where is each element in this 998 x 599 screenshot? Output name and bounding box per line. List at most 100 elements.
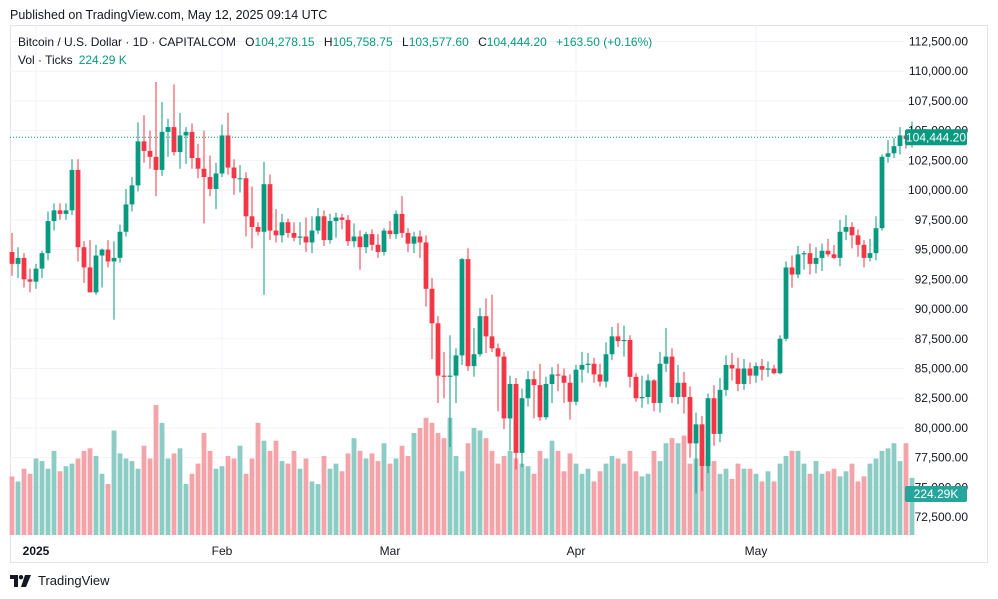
volume-bar: [93, 455, 99, 535]
candle-body: [321, 216, 327, 241]
volume-bar: [249, 458, 255, 535]
candle-body: [189, 131, 195, 159]
volume-key[interactable]: Vol · Ticks: [18, 53, 73, 67]
volume-bar: [549, 440, 555, 535]
candle-body: [303, 236, 309, 243]
volume-bar: [327, 468, 333, 535]
candle-body: [213, 173, 219, 189]
time-tick-label: Apr: [567, 544, 586, 558]
volume-bar: [831, 468, 837, 535]
tradingview-logo-icon: [10, 574, 31, 587]
volume-bar: [759, 481, 765, 535]
volume-bar: [303, 458, 309, 535]
candle-body: [333, 217, 339, 222]
volume-bar: [369, 453, 375, 535]
candle-body: [435, 323, 441, 376]
volume-bar: [189, 473, 195, 535]
candle-body: [885, 153, 891, 157]
volume-bar: [729, 478, 735, 535]
volume-bar: [267, 450, 273, 535]
symbol-name[interactable]: Bitcoin / U.S. Dollar · 1D · CAPITALCOM: [18, 35, 236, 49]
candle-body: [735, 368, 741, 384]
volume-value: 224.29 K: [78, 53, 127, 67]
volume-bar: [273, 440, 279, 535]
change-value: +163.50 (+0.16%): [556, 35, 653, 49]
volume-bar: [153, 405, 159, 535]
candle-body: [699, 424, 705, 466]
volume-bar: [897, 461, 903, 535]
candle-body: [867, 253, 873, 258]
volume-bar: [807, 473, 813, 535]
candle-body: [399, 213, 405, 233]
candle-body: [531, 379, 537, 386]
volume-bar: [651, 450, 657, 535]
volume-bar: [417, 427, 423, 535]
volume-bar: [681, 435, 687, 535]
candle-body: [831, 254, 837, 258]
candle-body: [183, 131, 189, 136]
volume-bar: [609, 455, 615, 535]
candle-body: [99, 249, 105, 256]
volume-bar: [51, 450, 57, 535]
time-axis: 2025 Feb Mar Apr May: [23, 544, 768, 558]
price-tick-label: 100,000.00: [908, 183, 968, 197]
candle-body: [693, 424, 699, 444]
candle-body: [129, 185, 135, 205]
candle-body: [753, 366, 759, 376]
volume-bar: [735, 463, 741, 535]
volume-bar: [819, 473, 825, 535]
volume-bar: [687, 463, 693, 535]
candle-body: [51, 210, 57, 222]
volume-bar: [399, 445, 405, 535]
last-price-marker: 104,444.20: [905, 129, 967, 146]
candle-body: [135, 141, 141, 186]
candle-body: [759, 366, 765, 370]
candle-body: [633, 376, 639, 399]
volume-bar: [171, 453, 177, 535]
candle-body: [657, 363, 663, 403]
low-key: L: [402, 35, 409, 49]
candle-body: [309, 230, 315, 243]
volume-bar: [633, 471, 639, 535]
candle-body: [357, 236, 363, 248]
candle-body: [555, 374, 561, 376]
candle-body: [351, 236, 357, 242]
volume-bar: [891, 443, 897, 535]
volume-bar: [393, 458, 399, 535]
volume-bar: [123, 458, 129, 535]
candle-body: [813, 257, 819, 264]
published-caption: Published on TradingView.com, May 12, 20…: [10, 8, 328, 22]
high-value: 105,758.75: [332, 35, 393, 49]
volume-bar: [111, 430, 117, 535]
price-tick-label: 107,500.00: [908, 94, 968, 108]
candle-body: [369, 234, 375, 245]
candlesticks: [9, 81, 915, 494]
ohlc-legend: Bitcoin / U.S. Dollar · 1D · CAPITALCOM …: [18, 35, 652, 49]
volume-bar: [63, 466, 69, 535]
candle-body: [243, 178, 249, 217]
candle-body: [579, 364, 585, 370]
volume-bar: [711, 461, 717, 535]
candle-body: [471, 354, 477, 367]
candle-body: [795, 254, 801, 275]
volume-bar: [909, 477, 915, 535]
candle-body: [165, 127, 171, 132]
candle-body: [627, 339, 633, 377]
volume-bar: [219, 466, 225, 535]
candle-body: [897, 135, 903, 147]
volume-bar: [279, 461, 285, 535]
volume-bar: [81, 450, 87, 535]
candle-body: [201, 168, 207, 178]
candle-body: [117, 231, 123, 258]
volume-bar: [363, 458, 369, 535]
volume-bar: [543, 458, 549, 535]
candle-body: [327, 221, 333, 241]
candle-body: [453, 355, 459, 376]
candle-body: [639, 397, 645, 399]
volume-bar: [873, 458, 879, 535]
footer-brand[interactable]: TradingView: [10, 573, 110, 588]
volume-bar: [375, 461, 381, 535]
volume-bar: [483, 438, 489, 535]
candle-body: [597, 374, 603, 382]
